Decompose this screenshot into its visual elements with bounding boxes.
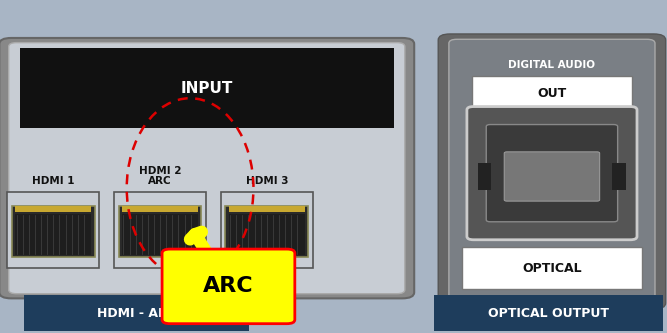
FancyBboxPatch shape (122, 214, 198, 255)
FancyBboxPatch shape (467, 107, 637, 240)
FancyBboxPatch shape (24, 295, 249, 331)
FancyBboxPatch shape (9, 43, 405, 294)
FancyBboxPatch shape (229, 214, 305, 255)
Text: OPTICAL OUTPUT: OPTICAL OUTPUT (488, 306, 609, 320)
Text: ARC: ARC (203, 276, 253, 296)
FancyBboxPatch shape (229, 206, 305, 212)
Text: OPTICAL: OPTICAL (522, 261, 582, 275)
FancyBboxPatch shape (114, 192, 206, 268)
FancyBboxPatch shape (472, 76, 632, 111)
FancyBboxPatch shape (7, 192, 99, 268)
FancyBboxPatch shape (119, 206, 201, 257)
FancyBboxPatch shape (504, 152, 600, 201)
FancyBboxPatch shape (12, 206, 95, 257)
Text: HDMI 3: HDMI 3 (245, 176, 288, 186)
Text: HDMI - ARC: HDMI - ARC (97, 306, 177, 320)
FancyBboxPatch shape (438, 34, 666, 309)
FancyBboxPatch shape (225, 206, 308, 257)
FancyBboxPatch shape (486, 125, 618, 222)
FancyBboxPatch shape (162, 249, 295, 324)
FancyBboxPatch shape (449, 39, 655, 304)
Text: HDMI 1: HDMI 1 (32, 176, 75, 186)
FancyBboxPatch shape (20, 48, 394, 128)
FancyBboxPatch shape (122, 206, 198, 212)
FancyBboxPatch shape (221, 192, 313, 268)
FancyBboxPatch shape (0, 38, 414, 298)
Text: HDMI 2
ARC: HDMI 2 ARC (139, 166, 181, 186)
FancyBboxPatch shape (462, 247, 642, 289)
FancyBboxPatch shape (15, 214, 91, 255)
FancyBboxPatch shape (612, 163, 626, 190)
FancyBboxPatch shape (434, 295, 663, 331)
FancyBboxPatch shape (15, 206, 91, 212)
Text: DIGITAL AUDIO: DIGITAL AUDIO (508, 60, 596, 70)
Text: INPUT: INPUT (181, 81, 233, 96)
FancyBboxPatch shape (478, 163, 491, 190)
Text: OUT: OUT (538, 87, 566, 100)
